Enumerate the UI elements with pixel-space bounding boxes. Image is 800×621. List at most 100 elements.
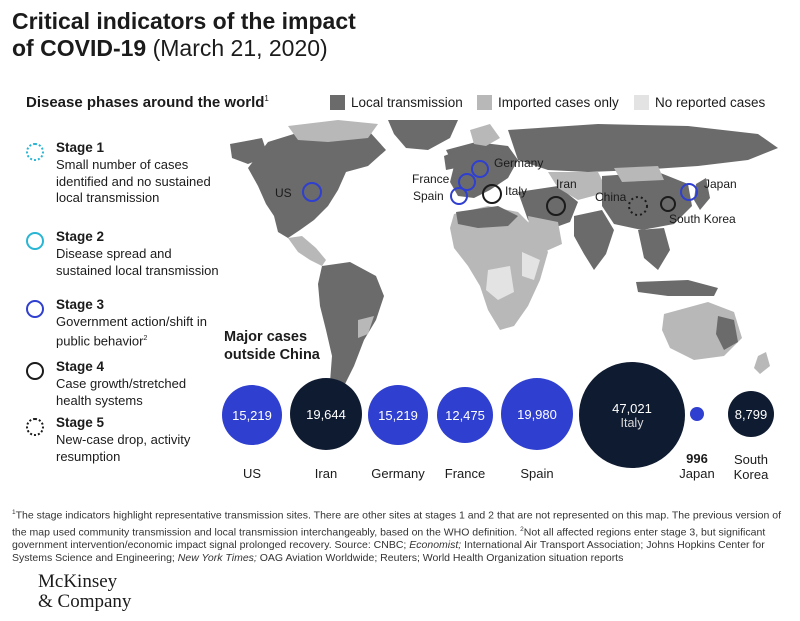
stage-3-footnote: 2 [143, 334, 148, 342]
bubble-value: 19,644 [306, 406, 346, 422]
mckinsey-logo: McKinsey & Company [38, 572, 131, 612]
bubble-iran: 19,644 [290, 378, 362, 450]
map-label-japan: Japan [704, 177, 737, 191]
bubble-value: 8,799 [734, 406, 768, 422]
legend-label: No reported cases [655, 95, 766, 110]
stage-description: Case growth/stretched health systems [56, 376, 187, 408]
bubble-south-korea: 8,799 [728, 391, 774, 437]
map-region-central-america [288, 236, 326, 266]
footnote-text-4: OAG Aviation Worldwide; Reuters; World H… [259, 552, 624, 564]
bubble-value: 47,021 [612, 400, 652, 416]
section-title-text: Disease phases around the world [26, 94, 265, 111]
map-label-italy: Italy [505, 184, 528, 198]
title-line-1: Critical indicators of the impact [12, 8, 356, 34]
bubble-label-spain: Spain [520, 466, 554, 481]
map-region-north-america [248, 128, 386, 238]
stage-3-desc-text: Government action/shift in public behavi… [56, 314, 208, 348]
footnote: 1The stage indicators highlight represen… [12, 506, 792, 565]
bubble-italy-label: Italy [620, 415, 644, 430]
marker-us [302, 182, 322, 202]
footnote-text-2: Not all affected regions enter stage 3, … [12, 526, 766, 551]
map-label-us: US [275, 186, 292, 200]
map-label-iran: Iran [556, 177, 577, 191]
bubble-label-south-korea-2: Korea [733, 467, 769, 482]
map-region-se-asia [638, 228, 670, 270]
map-region-india [574, 210, 614, 270]
bubble-italy: 47,021 Italy [579, 362, 685, 468]
bubble-france: 12,475 [437, 387, 493, 443]
bubble-japan [690, 407, 704, 421]
footnote-marker-1: 1 [12, 509, 16, 516]
bubble-label-iran: Iran [314, 466, 338, 481]
legend-swatch-light [634, 95, 649, 110]
footnote-source-economist: Economist; [409, 539, 462, 551]
bubble-label-us: US [242, 466, 262, 481]
marker-south-korea [660, 196, 676, 212]
legend-swatch-dark [330, 95, 345, 110]
title-line-2: of COVID-19 [12, 35, 147, 61]
map-region-japan [694, 178, 710, 210]
marker-italy [482, 184, 502, 204]
map-region-central-asia [548, 172, 608, 200]
marker-spain [450, 187, 468, 205]
map-label-france: France [412, 172, 450, 186]
map-label-china: China [595, 190, 627, 204]
stage-title: Stage 4 [56, 359, 105, 374]
marker-germany [471, 160, 489, 178]
bubble-spain: 19,980 [501, 378, 573, 450]
marker-iran [546, 196, 566, 216]
marker-china [628, 196, 648, 216]
map-region-alaska [230, 138, 268, 164]
map-region-africa-north [456, 206, 518, 228]
marker-japan [680, 183, 698, 201]
stage-2-ring-icon [26, 232, 44, 250]
major-cases-title: Major cases outside China [224, 329, 320, 363]
stage-5-ring-icon [26, 418, 44, 436]
map-label-spain: Spain [413, 189, 444, 203]
legend-label: Imported cases only [498, 95, 619, 110]
logo-line-1: McKinsey [38, 571, 118, 592]
map-region-south-america-light [358, 316, 374, 338]
bubble-germany: 15,219 [368, 385, 428, 445]
stage-title: Stage 2 [56, 229, 105, 244]
footnote-marker-2: 2 [520, 525, 524, 533]
map-region-africa-east [522, 252, 540, 280]
bubble-value: 12,475 [445, 407, 485, 423]
map-region-new-zealand [754, 352, 770, 374]
legend-local-transmission: Local transmission [330, 95, 463, 110]
map-region-canada-north [288, 120, 378, 142]
map-region-europe [446, 142, 518, 198]
map-region-indonesia [636, 280, 718, 296]
bubble-value: 19,980 [517, 406, 557, 422]
stage-title: Stage 5 [56, 415, 105, 430]
legend-label: Local transmission [351, 95, 463, 110]
logo-line-2: & Company [38, 591, 132, 612]
map-label-germany: Germany [494, 156, 544, 170]
footnote-text-3: International Air Transport Association;… [12, 539, 765, 564]
bubble-value-japan: 996 [686, 451, 708, 466]
map-region-south-america [318, 262, 384, 400]
stage-description: New-case drop, activity resumption [56, 432, 191, 464]
map-region-russia [508, 124, 778, 172]
bubble-label-france: France [444, 466, 486, 481]
map-label-south-korea: South Korea [669, 212, 736, 226]
world-map [230, 120, 778, 400]
bubble-us: 15,219 [222, 385, 282, 445]
footnote-text-1: The stage indicators highlight represent… [12, 509, 781, 539]
map-region-africa-light [486, 266, 514, 300]
map-region-uk [444, 152, 456, 170]
bubble-value: 15,219 [378, 407, 418, 423]
stage-4-ring-icon [26, 362, 44, 380]
legend-no-cases: No reported cases [634, 95, 765, 110]
map-region-australia-east [716, 316, 738, 350]
map-region-scandinavia [470, 124, 500, 146]
stage-description: Disease spread and sustained local trans… [56, 246, 219, 278]
stage-title: Stage 1 [56, 140, 105, 155]
bubble-label-south-korea-1: South [734, 452, 768, 467]
marker-france [458, 173, 476, 191]
legend-imported-cases: Imported cases only [477, 95, 619, 110]
legend-swatch-mid [477, 95, 492, 110]
map-region-mongolia [614, 166, 664, 182]
bubble-label-japan: Japan [679, 466, 715, 481]
footnote-source-nyt: New York Times; [177, 552, 257, 564]
